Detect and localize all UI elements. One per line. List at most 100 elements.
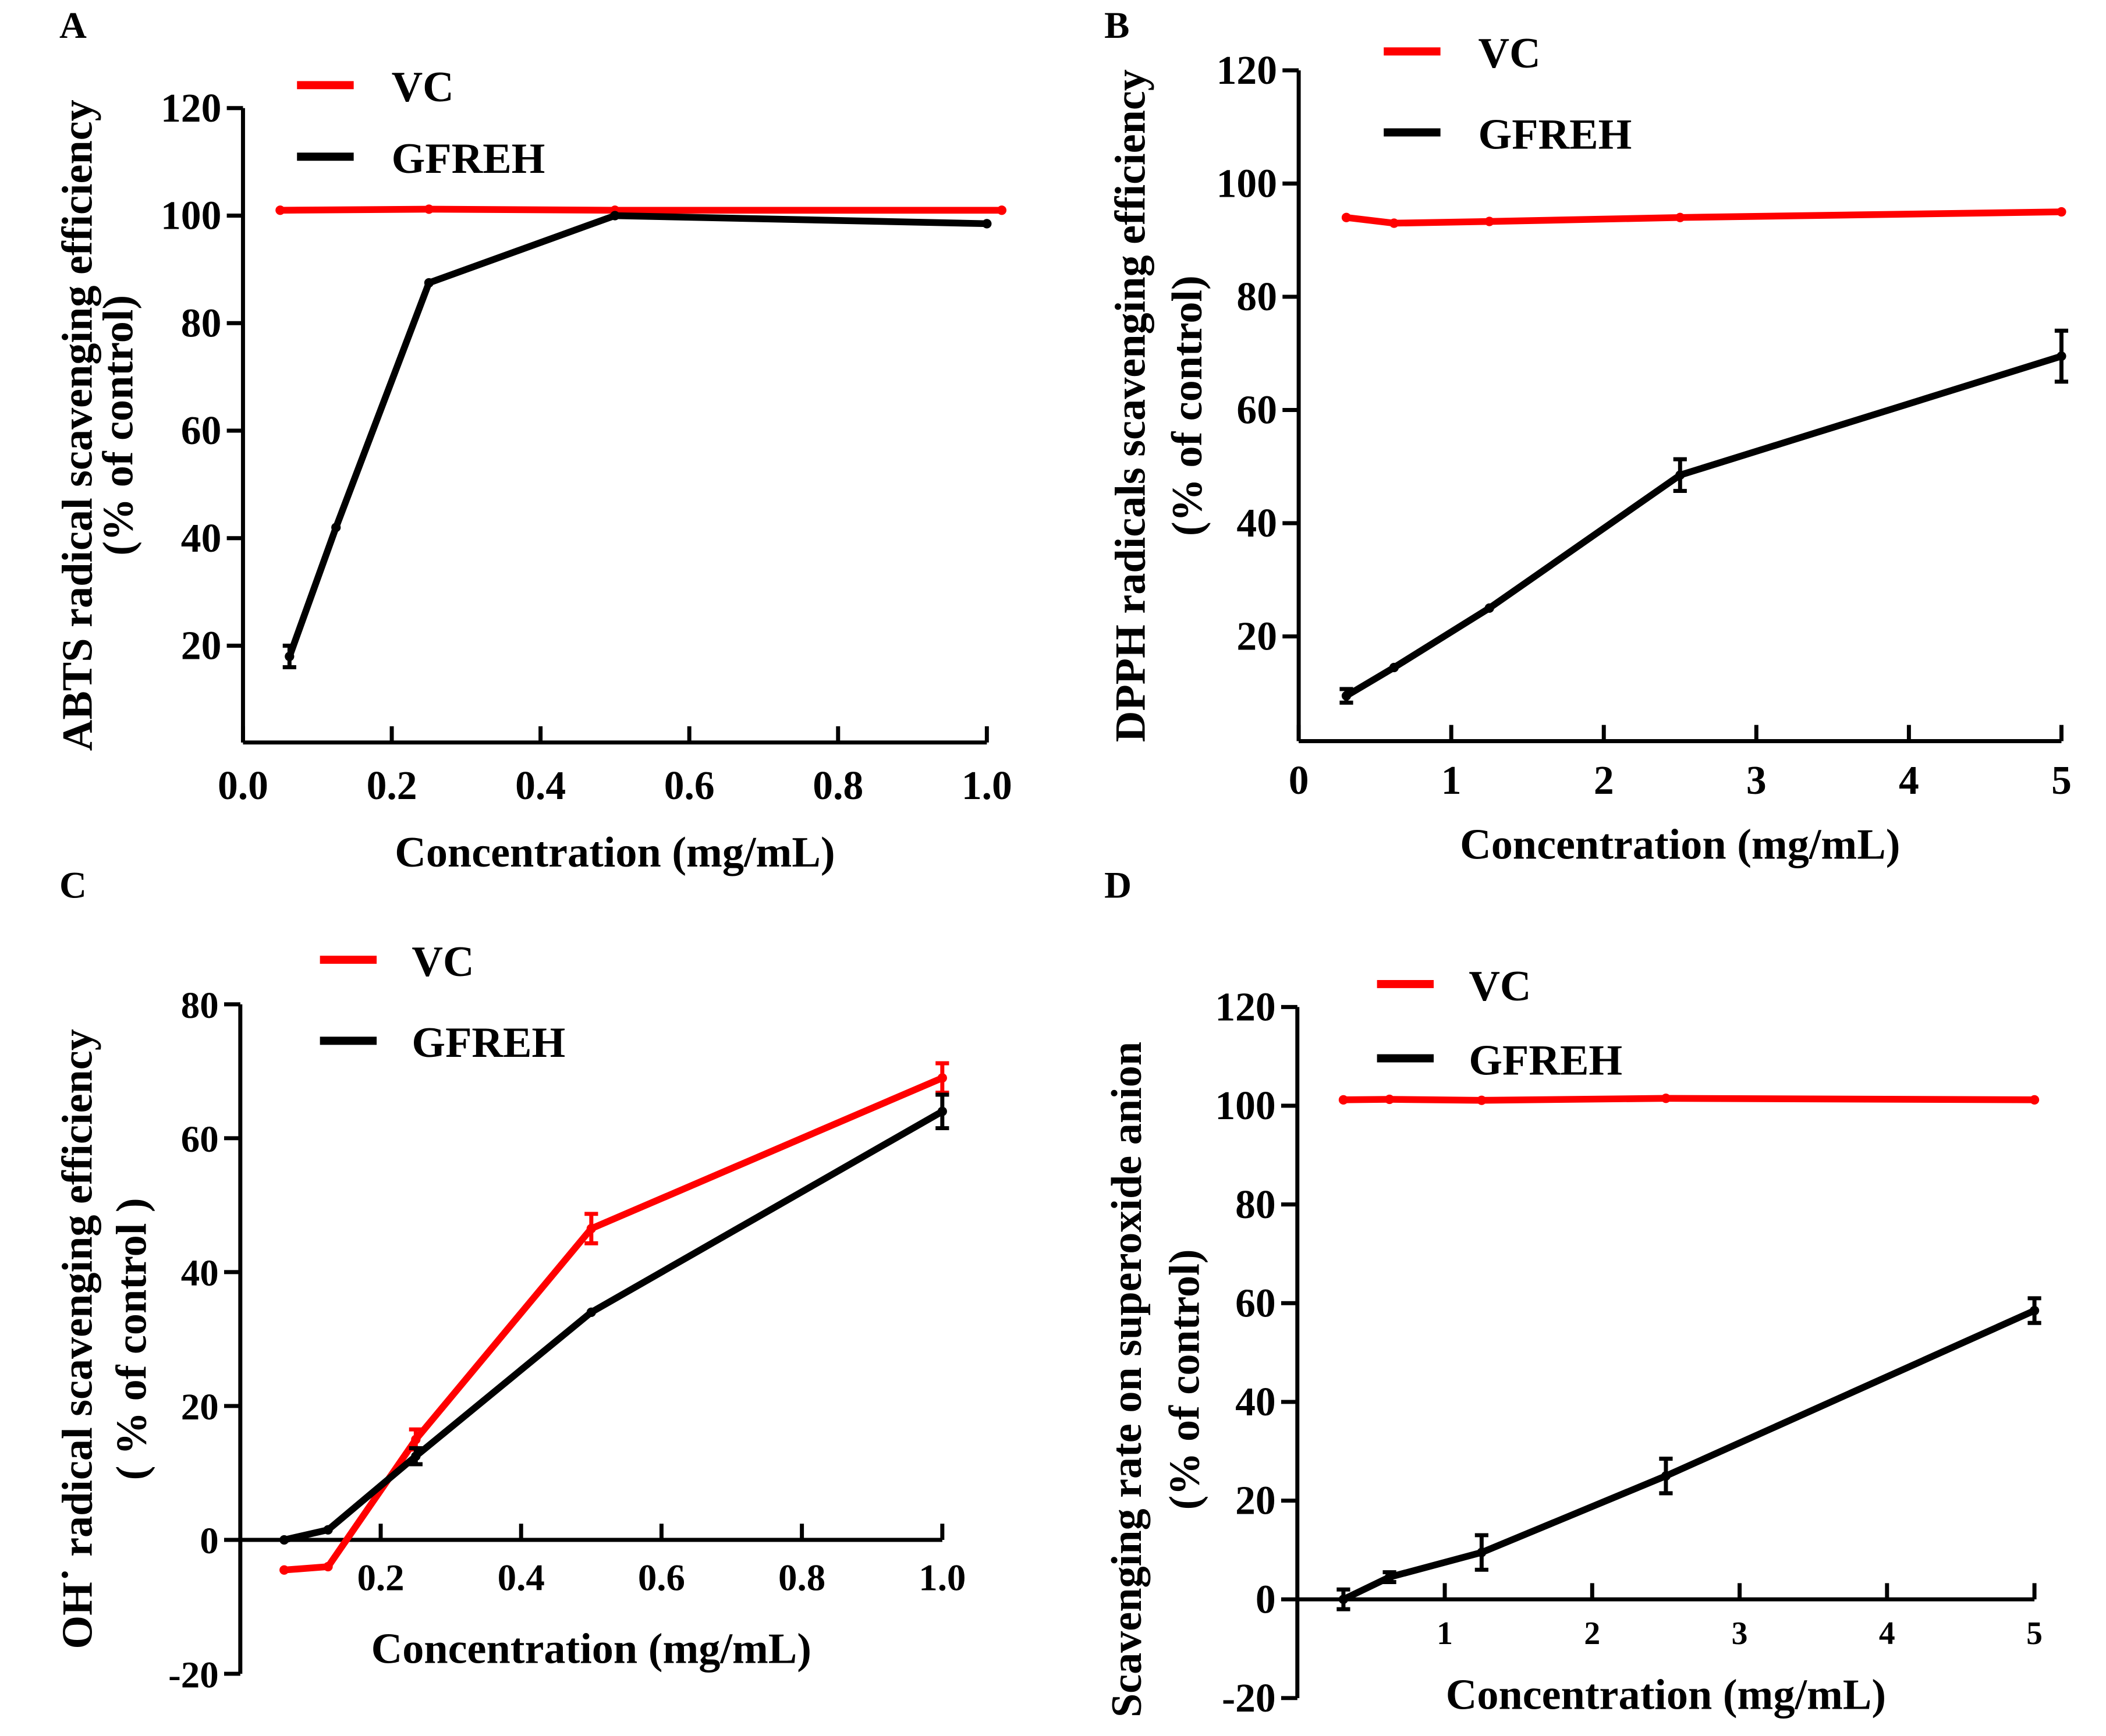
y-tick-label: 100 (1215, 1084, 1275, 1128)
series-line (1343, 1095, 2035, 1104)
legend-label: GFREH (1479, 111, 1632, 158)
y-tick-label: 80 (1236, 275, 1277, 319)
y-tick-label: 100 (1217, 162, 1277, 207)
y-tick-label: 40 (1236, 501, 1277, 546)
data-point (1389, 662, 1399, 673)
data-point (2029, 1095, 2040, 1105)
error-bar (1336, 1587, 1350, 1611)
y-tick-label: 80 (1235, 1183, 1276, 1227)
y-axis-label: DPPH radicals scavenging efficiency (1107, 69, 1155, 742)
data-point (1484, 216, 1494, 226)
series-line (1345, 353, 2063, 699)
data-point (1675, 212, 1685, 222)
error-bar (282, 644, 296, 669)
x-tick-label: 2 (1584, 1616, 1600, 1652)
error-bar (1673, 457, 1687, 494)
y-tick-label: 60 (181, 409, 222, 453)
error-bar (1339, 687, 1353, 705)
x-axis-label: Concentration (mg/mL) (1460, 821, 1900, 868)
y-tick-label: 20 (1235, 1479, 1276, 1524)
y-tick-label: 0 (1256, 1577, 1276, 1622)
legend-label: GFREH (412, 1019, 565, 1067)
y-tick-label: -20 (168, 1654, 219, 1696)
data-point (424, 278, 434, 288)
series-gfreh (1339, 328, 2069, 705)
x-tick-label: 3 (1746, 758, 1767, 803)
y-tick-label: 20 (181, 624, 222, 669)
series-line (283, 1108, 944, 1543)
y-axis-label: (% of control) (1161, 1249, 1208, 1510)
x-axis-label: Concentration (mg/mL) (395, 829, 835, 876)
data-point (610, 211, 620, 221)
y-axis-label: Scavenging rate on superoxide anion (1103, 1042, 1151, 1717)
x-tick-label: 0.6 (664, 764, 715, 808)
series-line (286, 212, 987, 658)
legend-label: VC (1469, 963, 1531, 1010)
data-point (1384, 1094, 1395, 1105)
error-bar (2054, 328, 2069, 384)
data-point (279, 1565, 289, 1575)
x-tick-label: 3 (1732, 1616, 1748, 1652)
x-tick-label: 0.0 (218, 764, 268, 808)
x-tick-label: 1.0 (962, 764, 1012, 808)
y-tick-label: 40 (181, 516, 222, 561)
y-tick-label: 20 (1236, 615, 1277, 659)
data-point (982, 219, 992, 229)
y-tick-label: 120 (1217, 48, 1277, 93)
y-tick-label: 80 (181, 985, 219, 1027)
x-axis-label: Concentration (mg/mL) (1446, 1671, 1886, 1719)
y-tick-label: 40 (1235, 1380, 1276, 1425)
error-bar (1659, 1456, 1673, 1496)
error-bar (2027, 1296, 2041, 1325)
panel-d: D -20 0 20 40 60 80 100 120 1 2 3 4 5 Concentration (m… (1103, 865, 2043, 1721)
y-axis-label: (% of control) (94, 295, 142, 556)
y-tick-label: 40 (181, 1252, 219, 1294)
y-axis-label: OH˙ radical scavenging efficiency (54, 1029, 102, 1649)
x-tick-label: 0.8 (813, 764, 863, 808)
data-point (1389, 218, 1399, 228)
x-tick-label: 2 (1594, 758, 1614, 803)
data-point (331, 523, 341, 532)
x-tick-label: 4 (1879, 1616, 1895, 1652)
panel-b: B 20 40 60 80 100 120 0 1 2 3 4 5 Concentration (mg/m… (1104, 5, 2072, 868)
y-tick-label: 60 (181, 1119, 219, 1160)
legend-label: GFREH (1469, 1036, 1622, 1084)
data-point (424, 204, 434, 214)
y-tick-label: 120 (161, 86, 221, 131)
x-tick-label: 5 (2051, 758, 2072, 803)
series-gfreh (1336, 1296, 2041, 1611)
panel-a: A 20 40 60 80 100 120 0.0 0.2 0.4 0.6 0.8 1.0 Concent… (54, 5, 1012, 876)
data-point (586, 1307, 596, 1318)
data-point (275, 205, 285, 215)
panel-c: C -20 0 20 40 60 80 0.2 0.4 0.6 0.8 1.0 Concentratio… (54, 865, 966, 1696)
panel-label: B (1104, 5, 1129, 47)
data-point (323, 1525, 333, 1535)
y-tick-label: 0 (200, 1520, 218, 1562)
error-bar (935, 1092, 949, 1131)
panel-label: A (59, 5, 87, 47)
x-tick-label: 0 (1289, 758, 1309, 803)
series-gfreh (279, 1092, 949, 1545)
error-bar (1382, 1570, 1396, 1584)
x-tick-label: 0.8 (778, 1557, 825, 1599)
x-tick-label: 1 (1437, 1616, 1453, 1652)
x-tick-label: 1 (1441, 758, 1462, 803)
series-gfreh (282, 211, 992, 669)
data-point (1477, 1095, 1487, 1105)
y-tick-label: 60 (1236, 388, 1277, 433)
legend-label: VC (1479, 30, 1541, 77)
series-vc (1341, 207, 2066, 228)
series-vc (1338, 1094, 2040, 1105)
x-tick-label: 4 (1899, 758, 1919, 803)
data-point (323, 1561, 333, 1572)
legend-label: GFREH (392, 135, 545, 183)
error-bar (1474, 1533, 1488, 1572)
error-bar (584, 1212, 598, 1245)
y-axis-label: ABTS radical scavenging efficiency (54, 100, 102, 751)
x-tick-label: 0.4 (515, 764, 566, 808)
data-point (1338, 1095, 1349, 1105)
panel-label: D (1104, 865, 1132, 907)
series-line (283, 1074, 944, 1574)
series-line (1342, 1307, 2036, 1603)
